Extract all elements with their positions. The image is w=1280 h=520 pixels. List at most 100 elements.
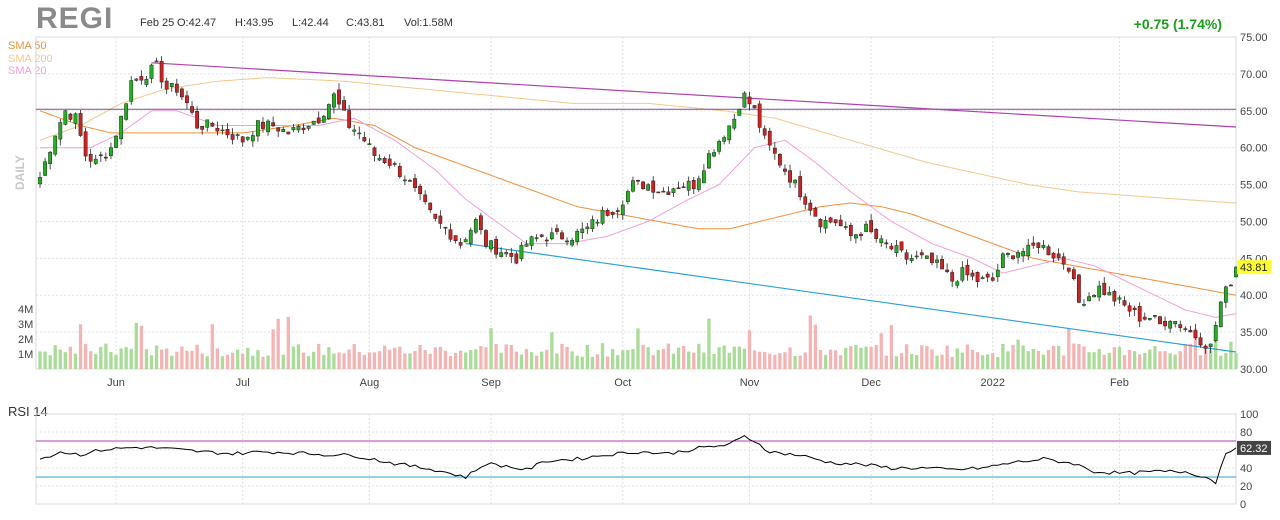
volume-bar bbox=[565, 346, 569, 369]
candle bbox=[1000, 252, 1005, 269]
candle bbox=[402, 175, 407, 186]
volume-bar bbox=[707, 318, 711, 369]
volume-bar bbox=[281, 354, 285, 369]
candle bbox=[914, 250, 919, 260]
volume-bar bbox=[798, 355, 802, 369]
candle-body bbox=[78, 113, 83, 136]
volume-bar bbox=[712, 354, 716, 369]
candle bbox=[661, 187, 666, 193]
candle bbox=[1102, 277, 1107, 296]
candle bbox=[747, 91, 752, 111]
candle bbox=[549, 227, 554, 241]
volume-bar bbox=[271, 329, 275, 369]
candle bbox=[701, 164, 706, 184]
candle bbox=[1173, 320, 1178, 328]
volume-bar bbox=[813, 324, 818, 369]
volume-bar bbox=[839, 355, 843, 369]
candle-body bbox=[240, 136, 245, 143]
volume-bar bbox=[763, 351, 767, 369]
candle bbox=[919, 249, 924, 259]
candle-body bbox=[367, 143, 372, 145]
candle bbox=[367, 138, 372, 145]
candle-body bbox=[975, 272, 980, 282]
candle-body bbox=[600, 209, 605, 224]
candle-body bbox=[859, 233, 863, 237]
volume-bar bbox=[1193, 328, 1198, 369]
candle bbox=[342, 95, 346, 111]
candle bbox=[778, 153, 782, 168]
volume-bar bbox=[616, 355, 620, 369]
volume-bar bbox=[1026, 351, 1030, 369]
candle bbox=[864, 220, 868, 233]
volume-bar bbox=[671, 353, 676, 369]
candle bbox=[565, 237, 569, 246]
volume-bar bbox=[433, 347, 437, 369]
volume-bar bbox=[915, 355, 919, 369]
volume-bar bbox=[717, 347, 721, 369]
candle-body bbox=[88, 154, 93, 162]
candle-body bbox=[397, 165, 402, 177]
volume-bar bbox=[722, 345, 726, 369]
candle bbox=[134, 78, 139, 82]
volume-bar bbox=[646, 347, 650, 369]
volume-axis-label-3m: 3M bbox=[18, 319, 34, 331]
candle bbox=[615, 207, 620, 219]
volume-value: Vol:1.58M bbox=[404, 17, 453, 29]
volume-bar bbox=[692, 352, 696, 369]
candle-body bbox=[164, 80, 169, 90]
candle-body bbox=[955, 281, 960, 286]
volume-bar bbox=[793, 355, 797, 369]
candle-body bbox=[169, 83, 174, 87]
candle-body bbox=[772, 147, 777, 154]
legend-sma50: SMA 50 bbox=[8, 40, 47, 52]
candle bbox=[499, 247, 504, 258]
volume-bar bbox=[1143, 352, 1147, 369]
candle-body bbox=[103, 156, 108, 159]
volume-bar bbox=[291, 346, 296, 369]
volume-bar bbox=[899, 353, 904, 369]
candle bbox=[235, 133, 240, 140]
candle bbox=[945, 263, 950, 274]
candle bbox=[413, 173, 417, 192]
candle bbox=[772, 141, 777, 160]
candle-body bbox=[1213, 325, 1218, 341]
candle-body bbox=[124, 103, 129, 120]
volume-bar bbox=[676, 347, 681, 369]
candle bbox=[129, 76, 134, 105]
candle bbox=[935, 255, 939, 269]
candle bbox=[332, 92, 336, 114]
volume-bar bbox=[489, 328, 493, 369]
candle-body bbox=[747, 96, 752, 105]
candle-body bbox=[73, 113, 78, 124]
candle bbox=[1092, 294, 1096, 298]
candle-body bbox=[894, 245, 899, 253]
volume-bar bbox=[859, 347, 863, 369]
candle bbox=[600, 206, 605, 226]
candle bbox=[1153, 315, 1157, 319]
volume-bar bbox=[621, 350, 625, 369]
volume-bar bbox=[1011, 344, 1015, 369]
volume-bar bbox=[656, 349, 660, 369]
candle-body bbox=[636, 179, 640, 182]
candle bbox=[610, 211, 615, 219]
candle bbox=[504, 249, 509, 257]
candle bbox=[894, 239, 899, 257]
volume-bar bbox=[970, 349, 975, 369]
candle bbox=[200, 125, 205, 135]
candle bbox=[1193, 323, 1198, 340]
candle-body bbox=[205, 119, 210, 128]
candle-body bbox=[570, 240, 575, 246]
candle-body bbox=[58, 122, 63, 140]
candle-body bbox=[301, 127, 306, 131]
last-price-tag-bg bbox=[1237, 260, 1271, 275]
candle-body bbox=[818, 219, 823, 228]
sma200-line bbox=[39, 77, 1237, 204]
volume-bar bbox=[68, 346, 73, 369]
candle-body bbox=[316, 117, 321, 124]
candle bbox=[271, 116, 276, 128]
candle bbox=[529, 235, 534, 250]
volume-bar bbox=[398, 346, 402, 369]
volume-bar bbox=[1006, 351, 1010, 369]
price-tick-label: 35.00 bbox=[1240, 327, 1268, 339]
candle-body bbox=[1006, 253, 1010, 255]
